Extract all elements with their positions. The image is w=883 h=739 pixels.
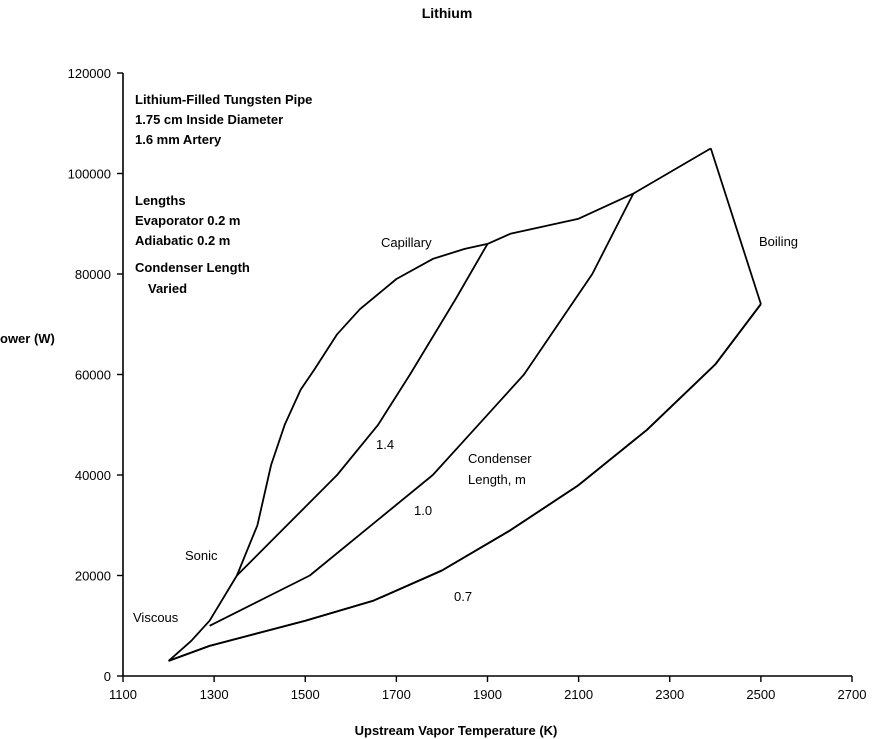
annotation-length-0-7: 0.7 bbox=[454, 589, 472, 604]
series-line-boiling bbox=[709, 148, 762, 305]
y-axis-title: ower (W) bbox=[0, 331, 55, 346]
x-tick-label: 2300 bbox=[655, 687, 684, 702]
series-line-1-0 bbox=[209, 193, 635, 627]
info-line-pipe: Lithium-Filled Tungsten Pipe bbox=[135, 92, 312, 107]
annotation-length-1-0: 1.0 bbox=[414, 503, 432, 518]
chart-title: Lithium bbox=[422, 5, 473, 21]
info-line-condenser: Condenser Length bbox=[135, 260, 250, 275]
x-tick-label: 2500 bbox=[746, 687, 775, 702]
series-line-0-7 bbox=[168, 303, 762, 662]
info-line-lengths: Lengths bbox=[135, 193, 186, 208]
x-tick-label: 1100 bbox=[109, 687, 137, 702]
axes: 1100 1300 1500 1700 1900 2100 2300 2500 2700 0 200… bbox=[68, 66, 867, 702]
text-layer: Lithium Upstream Vapor Temperature (K) o… bbox=[0, 5, 798, 738]
y-tick-label: 80000 bbox=[75, 267, 111, 282]
series-layer bbox=[168, 147, 762, 662]
series-line-sonic bbox=[168, 243, 488, 662]
info-line-evaporator: Evaporator 0.2 m bbox=[135, 213, 241, 228]
x-axis-title: Upstream Vapor Temperature (K) bbox=[355, 723, 558, 738]
annotation-length-1-4: 1.4 bbox=[376, 437, 394, 452]
info-line-diameter: 1.75 cm Inside Diameter bbox=[135, 112, 283, 127]
info-line-artery: 1.6 mm Artery bbox=[135, 132, 222, 147]
annotation-sonic: Sonic bbox=[185, 548, 218, 563]
annotation-boiling: Boiling bbox=[759, 234, 798, 249]
y-tick-label: 0 bbox=[104, 669, 111, 684]
series-line-1-4 bbox=[236, 243, 489, 577]
annotation-capillary: Capillary bbox=[381, 235, 432, 250]
y-tick-label: 60000 bbox=[75, 368, 111, 383]
annotation-condenser-length: Length, m bbox=[468, 472, 526, 487]
y-tick-label: 40000 bbox=[75, 468, 111, 483]
x-tick-label: 1900 bbox=[473, 687, 502, 702]
x-tick-label: 1300 bbox=[200, 687, 229, 702]
annotation-viscous: Viscous bbox=[133, 610, 179, 625]
y-tick-label: 20000 bbox=[75, 569, 111, 584]
annotation-condenser: Condenser bbox=[468, 451, 532, 466]
info-line-varied: Varied bbox=[148, 281, 187, 296]
y-tick-label: 100000 bbox=[68, 167, 111, 182]
x-tick-label: 2700 bbox=[838, 687, 867, 702]
y-tick-label: 120000 bbox=[68, 66, 111, 81]
x-tick-label: 1700 bbox=[382, 687, 411, 702]
series-line-viscous bbox=[168, 303, 762, 662]
series-line-capillary bbox=[487, 147, 712, 245]
x-tick-label: 1500 bbox=[291, 687, 320, 702]
info-line-adiabatic: Adiabatic 0.2 m bbox=[135, 233, 230, 248]
x-tick-label: 2100 bbox=[564, 687, 593, 702]
